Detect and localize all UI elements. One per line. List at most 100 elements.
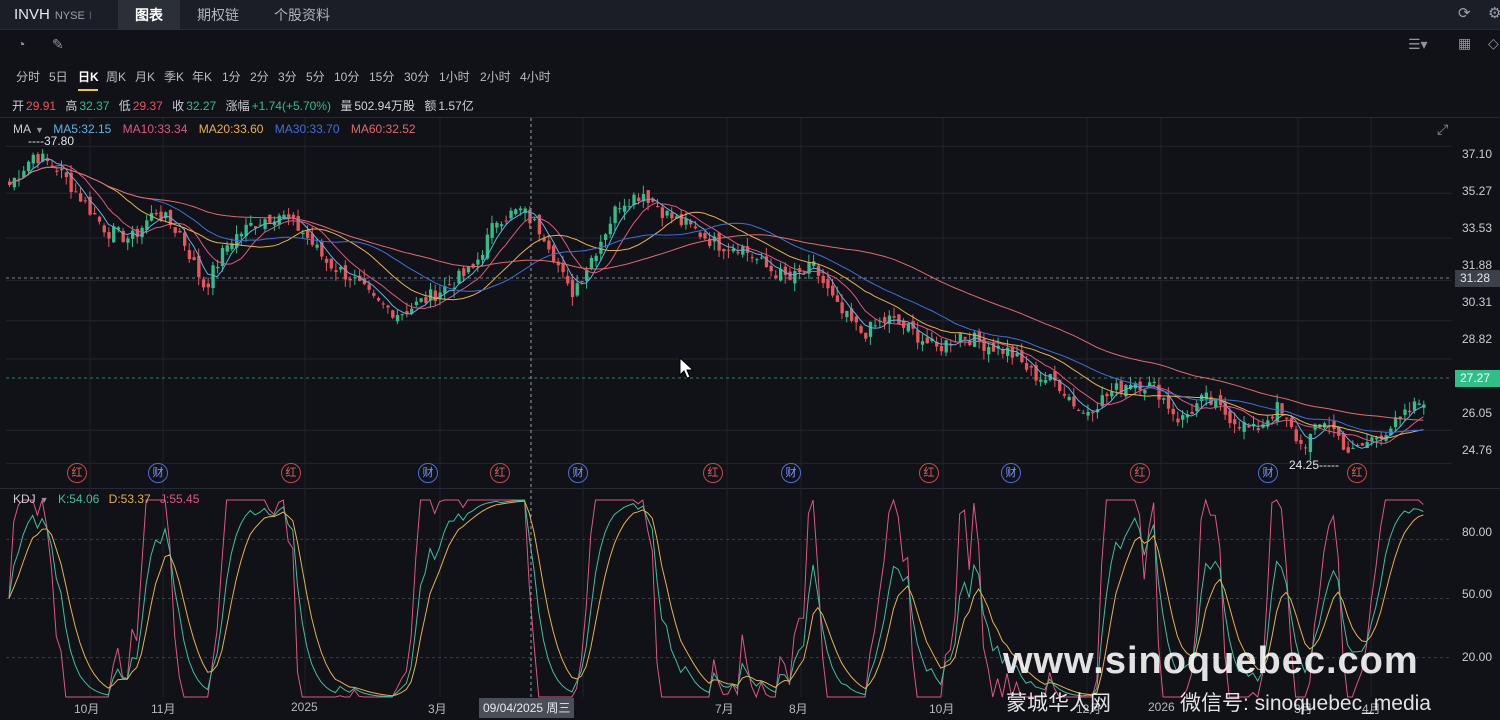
change-value: +1.74(+5.70%) [251,99,331,113]
chart-settings-icon[interactable]: ◇ [1488,35,1499,51]
period-14[interactable]: 1小时 [439,70,470,84]
event-earnings-icon[interactable]: 财 [1001,463,1021,483]
candle-body [1119,380,1123,393]
candle-body [1247,425,1251,428]
candle-body [26,161,31,172]
period-13[interactable]: 30分 [404,70,430,84]
indicator-icon[interactable]: ◔ [17,36,26,52]
candle-body [693,226,698,229]
candle-body [1360,443,1365,446]
close-label: 收 [172,99,185,113]
period-6[interactable]: 年K [192,70,213,84]
candle-body [183,232,187,246]
ma5-label: MA5:32.15 [53,122,112,136]
event-dividend-icon[interactable]: 红 [490,463,510,483]
tab-company-profile[interactable]: 个股资料 [274,7,330,23]
candle-body [447,284,452,286]
candle-body [305,230,310,238]
event-dividend-icon[interactable]: 红 [703,463,723,483]
period-15[interactable]: 2小时 [480,70,511,84]
period-16[interactable]: 4小时 [520,70,551,84]
event-dividend-icon[interactable]: 红 [1347,463,1367,483]
candle-body [537,214,542,235]
candle-body [173,227,177,233]
candle-body [509,210,513,219]
candle-body [618,208,622,210]
event-dividend-icon[interactable]: 红 [1130,463,1150,483]
candle-body [1346,447,1350,453]
tab-chart[interactable]: 图表 [118,0,180,30]
candle-body [428,289,433,301]
candle-body [211,265,215,289]
candle-body [514,209,518,215]
candle-body [864,332,868,339]
candle-body [637,197,641,201]
period-11[interactable]: 10分 [334,70,360,84]
x-tick: 3月 [1294,702,1313,716]
ma-dropdown-icon[interactable]: ▼ [35,125,44,135]
candle-body [741,246,745,255]
candle-body [660,207,665,218]
candle-body [1157,384,1161,400]
period-7[interactable]: 1分 [222,70,241,84]
candle-body [74,191,78,193]
ma5-line [8,158,1424,449]
period-3[interactable]: 周K [106,70,127,84]
candle-body [187,250,192,259]
period-1[interactable]: 5日 [49,70,68,84]
candle-body [310,233,315,245]
draw-tool-icon[interactable]: ✎ [52,36,64,52]
candle-body [580,280,584,282]
candle-body [594,255,598,262]
candle-body [1356,444,1360,446]
kdj-legend-name[interactable]: KDJ [13,492,36,506]
candle-body [778,268,783,281]
candle-body [1091,411,1095,414]
candle-body [343,265,348,280]
candle-body [745,246,750,253]
event-earnings-icon[interactable]: 财 [781,463,801,483]
candle-body [589,257,594,269]
low-value: 29.37 [132,99,163,113]
candle-body [868,321,873,337]
event-earnings-icon[interactable]: 财 [568,463,588,483]
candle-body [840,302,844,314]
candle-body [774,275,778,279]
period-12[interactable]: 15分 [369,70,395,84]
period-8[interactable]: 2分 [250,70,269,84]
candle-body [1143,390,1147,394]
period-10[interactable]: 5分 [306,70,325,84]
candle-body [1110,391,1114,397]
layout-list-icon[interactable]: ☰▾ [1408,36,1428,52]
kdj-dropdown-icon[interactable]: ▼ [39,495,49,505]
ticker-symbol[interactable]: INVH NYSE I [14,6,92,23]
grid-layout-icon[interactable]: ▦ [1458,35,1472,51]
period-4[interactable]: 月K [135,70,156,84]
candle-body [603,234,608,241]
candle-body [348,278,352,281]
period-9[interactable]: 3分 [278,70,297,84]
event-earnings-icon[interactable]: 财 [148,463,168,483]
tab-options-chain[interactable]: 期权链 [197,7,239,23]
watermark-site: www.sinoquebec.com [1003,640,1419,682]
candle-body [97,216,102,222]
expand-icon[interactable]: ⤢ [1437,121,1449,137]
candle-body [55,170,59,172]
ma-legend-name[interactable]: MA [13,122,31,136]
x-tick: 11月 [151,702,176,716]
refresh-icon[interactable]: ⟳ [1458,5,1471,22]
candle-body [216,266,220,269]
period-2[interactable]: 日K [78,70,99,84]
period-5[interactable]: 季K [164,70,185,84]
event-dividend-icon[interactable]: 红 [67,463,87,483]
event-dividend-icon[interactable]: 红 [281,463,301,483]
candle-body [982,338,986,351]
candle-body [613,206,617,224]
period-0[interactable]: 分时 [16,70,41,84]
period-high-label: ----37.80 [28,134,75,148]
settings-icon[interactable]: ⚙ [1488,5,1500,22]
event-dividend-icon[interactable]: 红 [919,463,939,483]
event-earnings-icon[interactable]: 财 [1258,463,1278,483]
event-earnings-icon[interactable]: 财 [418,463,438,483]
